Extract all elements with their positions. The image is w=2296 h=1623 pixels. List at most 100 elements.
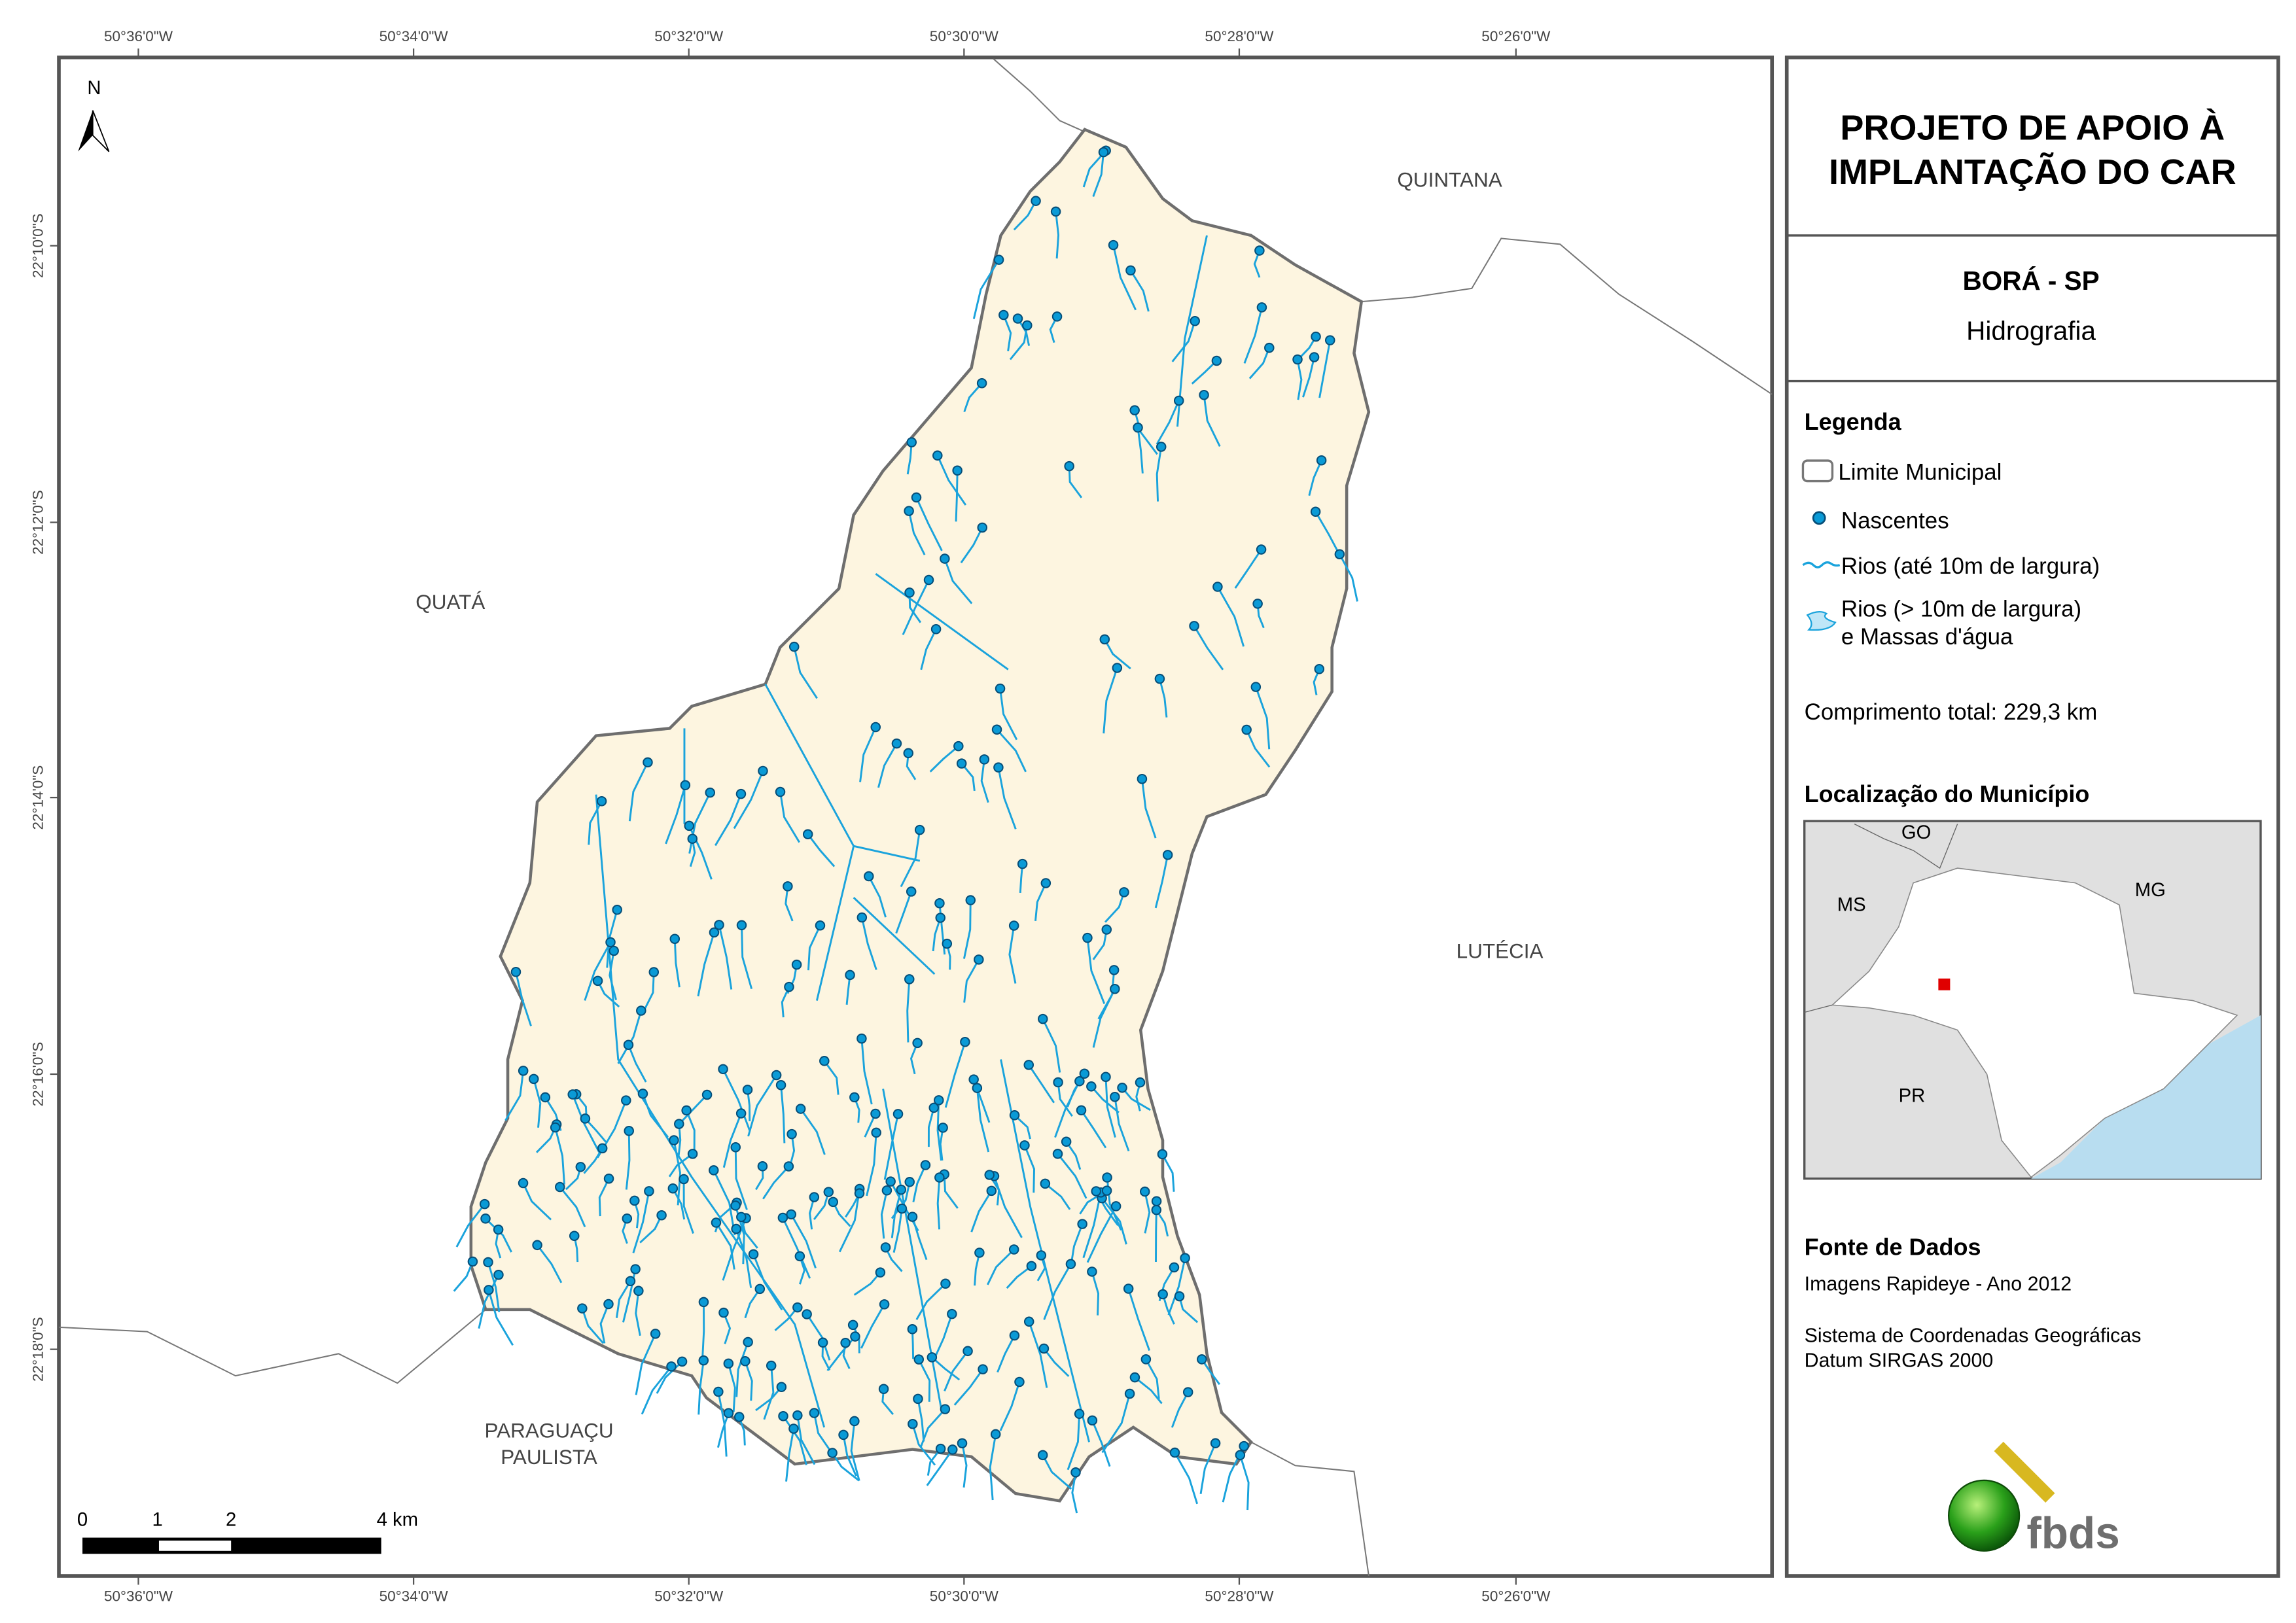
spring-point [1110, 1092, 1120, 1102]
river [713, 1170, 736, 1236]
spring-point [1053, 1077, 1063, 1088]
spring-point [778, 1410, 788, 1422]
svg-text:N: N [87, 78, 101, 99]
svg-text:50°36'0"W: 50°36'0"W [104, 1588, 173, 1604]
spring-point [622, 1213, 633, 1224]
spring-point [850, 1331, 860, 1342]
spring-point [993, 254, 1004, 265]
river [785, 886, 794, 922]
spring-point [934, 898, 945, 909]
spring-point [904, 1177, 915, 1187]
spring-point [777, 1212, 788, 1223]
spring-point [569, 1230, 580, 1241]
spring-point [1008, 920, 1019, 931]
spring-point [854, 1188, 865, 1198]
river [1161, 1294, 1175, 1325]
river [599, 1303, 610, 1344]
spring-point [480, 1213, 491, 1224]
river [1090, 1085, 1120, 1113]
spring-point [1076, 1105, 1087, 1116]
label-quintana: QUINTANA [1397, 168, 1502, 192]
spring-point [870, 1108, 881, 1119]
river [747, 1074, 777, 1137]
river [911, 1216, 928, 1261]
river [1243, 307, 1263, 364]
river [1042, 1454, 1072, 1490]
source-crs: Sistema de Coordenadas Geográficas [1805, 1325, 2142, 1346]
svg-text:GO: GO [1901, 822, 1931, 843]
spring-point [510, 967, 521, 977]
spring-point [1140, 1354, 1152, 1365]
river [554, 1127, 565, 1185]
spring-point [932, 450, 943, 461]
svg-text:50°26'0"W: 50°26'0"W [1481, 1588, 1551, 1604]
spring-point [1101, 924, 1112, 935]
spring-point [630, 1264, 641, 1274]
river [1296, 359, 1303, 400]
river [1104, 1077, 1116, 1138]
spring-point [1190, 316, 1200, 326]
spring-point [1154, 673, 1165, 684]
river [487, 1262, 501, 1312]
river [1028, 1321, 1048, 1388]
spring-point [1174, 1291, 1185, 1302]
spring-point [518, 1066, 529, 1076]
river [762, 1165, 790, 1200]
spring-point [698, 1297, 709, 1308]
spring-point [677, 1356, 688, 1367]
spring-point [603, 1173, 614, 1184]
legend-limite: Limite Municipal [1838, 459, 2002, 485]
river [715, 794, 742, 846]
spring-point [878, 1384, 889, 1395]
spring-point [968, 1074, 979, 1085]
river [701, 1302, 705, 1361]
svg-text:0: 0 [77, 1510, 88, 1531]
river-line-icon [1802, 561, 1841, 568]
river [911, 1423, 936, 1466]
spring-point [1064, 461, 1074, 472]
spring-point [913, 1393, 923, 1405]
spring-point [467, 1256, 478, 1267]
spring-point [1139, 1186, 1150, 1197]
spring-point [783, 1161, 794, 1172]
river [734, 1147, 748, 1210]
spring-point [1311, 331, 1321, 342]
spring-point [845, 969, 855, 981]
river [927, 1108, 935, 1147]
river [1008, 925, 1017, 984]
river [963, 900, 972, 959]
spring-point [1151, 1196, 1162, 1207]
river [939, 1127, 944, 1161]
river [927, 1448, 942, 1476]
river [880, 1190, 888, 1239]
svg-text:fbds: fbds [2026, 1509, 2119, 1558]
spring-point [771, 1070, 782, 1081]
spring-point [795, 1104, 806, 1114]
spring-point [1101, 1185, 1112, 1196]
spring-point [792, 1302, 803, 1313]
svg-text:50°28'0"W: 50°28'0"W [1205, 28, 1274, 44]
spring-point [896, 1184, 907, 1195]
river [877, 742, 898, 788]
river [1156, 1209, 1169, 1237]
spring-point [1102, 1172, 1112, 1183]
river [782, 1217, 811, 1279]
spring-point [1119, 887, 1129, 898]
river [1171, 1391, 1189, 1428]
river [1127, 1288, 1151, 1351]
river [912, 1164, 927, 1202]
river [917, 1399, 925, 1442]
spring-point [742, 1085, 753, 1095]
svg-text:50°30'0"W: 50°30'0"W [930, 1588, 999, 1604]
river [1158, 678, 1168, 718]
river [892, 1208, 903, 1253]
spring-point [493, 1224, 504, 1235]
svg-text:50°26'0"W: 50°26'0"W [1481, 28, 1551, 44]
river [718, 924, 733, 990]
spring-point [815, 920, 826, 931]
river [936, 1177, 941, 1230]
river [809, 1196, 815, 1230]
spring-point [1239, 1440, 1249, 1452]
river [932, 917, 942, 952]
